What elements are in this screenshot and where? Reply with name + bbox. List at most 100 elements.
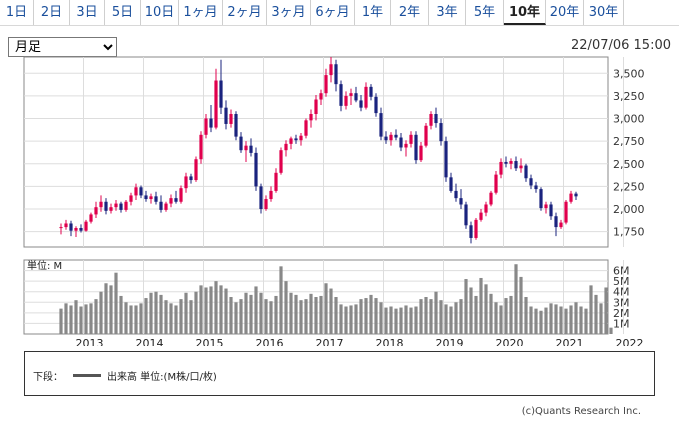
candle-body [404, 143, 408, 148]
candle-body [254, 152, 258, 187]
volume-bar [449, 306, 453, 334]
candle-body [304, 120, 308, 136]
candle-body [99, 201, 103, 208]
candle-body [194, 159, 198, 181]
tab-4[interactable]: 10日 [141, 0, 179, 25]
candle-body [474, 219, 478, 238]
volume-bar [329, 288, 333, 334]
price-tick-label: 2,500 [613, 158, 645, 171]
candle-body [449, 177, 453, 191]
volume-bar [294, 294, 298, 334]
candle-body [554, 216, 558, 228]
copyright-credit: (c)Quants Research Inc. [521, 406, 641, 417]
volume-bar [349, 305, 353, 334]
price-tick-label: 2,000 [613, 203, 645, 216]
tab-10[interactable]: 2年 [391, 0, 429, 25]
candle-body [174, 198, 178, 202]
volume-bar [494, 302, 498, 334]
candle-body [219, 80, 223, 108]
candle-body [139, 187, 143, 196]
tab-7[interactable]: 3ヶ月 [267, 0, 311, 25]
tab-14[interactable]: 20年 [546, 0, 584, 25]
volume-bar [464, 279, 468, 334]
tab-12[interactable]: 5年 [466, 0, 504, 25]
tab-15[interactable]: 30年 [584, 0, 624, 25]
volume-bar [254, 286, 258, 334]
tab-11[interactable]: 3年 [429, 0, 466, 25]
candle-body [539, 189, 543, 209]
volume-bar [109, 285, 113, 334]
volume-bar [89, 303, 93, 334]
candle-body [134, 187, 138, 196]
candle-body [284, 143, 288, 151]
volume-bar [404, 305, 408, 334]
candle-body [469, 225, 473, 238]
volume-bar [59, 308, 63, 334]
candle-body [119, 203, 123, 210]
candle-body [339, 84, 343, 106]
volume-bar [174, 305, 178, 334]
candle-body [394, 134, 398, 138]
volume-bar [239, 299, 243, 334]
volume-bar [549, 303, 553, 334]
volume-bar [594, 294, 598, 334]
volume-bar [434, 291, 438, 334]
candle-body [64, 223, 68, 228]
volume-bar [219, 285, 223, 334]
volume-bar [489, 293, 493, 334]
volume-bar [394, 308, 398, 334]
candle-period-select[interactable]: 月足 [8, 37, 117, 57]
candle-body [459, 198, 463, 205]
candle-body [189, 176, 193, 181]
tab-13[interactable]: 10年 [504, 0, 546, 25]
volume-bar [414, 306, 418, 334]
volume-bar [64, 303, 68, 334]
volume-tick-label: 2M [613, 307, 630, 320]
volume-bar [544, 307, 548, 334]
volume-bar [364, 298, 368, 334]
candle-body [324, 75, 328, 94]
tab-0[interactable]: 1日 [0, 0, 34, 25]
volume-bar [234, 302, 238, 334]
volume-bar [104, 283, 108, 334]
candle-body [144, 195, 148, 200]
volume-bar [79, 306, 83, 334]
candle-body [74, 228, 78, 231]
candle-body [334, 64, 338, 85]
volume-bar [269, 301, 273, 334]
volume-bar [314, 297, 318, 334]
candle-body [214, 80, 218, 128]
tab-6[interactable]: 2ヶ月 [223, 0, 267, 25]
year-label: 2021 [556, 337, 584, 346]
candle-body [504, 161, 508, 164]
candle-body [259, 186, 263, 209]
candle-body [434, 114, 438, 124]
candle-body [104, 201, 108, 211]
candle-body [114, 203, 118, 208]
volume-bar [179, 299, 183, 334]
volume-bar [94, 299, 98, 334]
tab-5[interactable]: 1ヶ月 [179, 0, 223, 25]
volume-bar [554, 304, 558, 334]
candle-body [514, 161, 518, 169]
volume-bar [459, 299, 463, 334]
year-label: 2020 [496, 337, 524, 346]
volume-bar [279, 266, 283, 334]
tab-9[interactable]: 1年 [355, 0, 391, 25]
candle-body [89, 214, 93, 222]
price-tick-label: 3,500 [613, 67, 645, 80]
tab-8[interactable]: 6ヶ月 [311, 0, 355, 25]
volume-bar [264, 299, 268, 334]
volume-bar [569, 305, 573, 334]
tab-3[interactable]: 5日 [105, 0, 141, 25]
candle-body [379, 113, 383, 137]
volume-bar [284, 281, 288, 334]
tab-2[interactable]: 3日 [70, 0, 105, 25]
tab-1[interactable]: 2日 [34, 0, 70, 25]
candle-body [184, 176, 188, 189]
candle-body [524, 165, 528, 179]
candle-body [149, 196, 153, 200]
candle-body [359, 100, 363, 108]
volume-bar [409, 307, 413, 334]
